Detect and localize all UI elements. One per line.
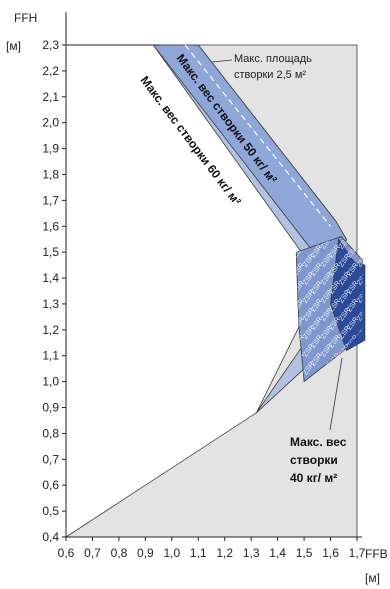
y-tick-label: 1,2: [42, 323, 59, 337]
y-tick-label: 0,5: [42, 504, 59, 518]
y-tick-label: 2,3: [42, 38, 59, 52]
zsr-pattern-text: ZSR: [292, 334, 306, 349]
y-tick-label: 1,3: [42, 297, 59, 311]
x-tick-label: 0,6: [58, 546, 75, 560]
zsr-pattern-text: ZSR: [356, 325, 370, 340]
chart-regions: [64, 44, 366, 538]
y-tick-label: 2,0: [42, 116, 59, 130]
zsr-pattern-text: ZSR: [328, 226, 342, 241]
x-tick-label: 1,5: [296, 546, 313, 560]
y-tick-label: 0,6: [42, 478, 59, 492]
x-tick-label: 1,7: [349, 546, 366, 560]
weight-40-label-line2: створки: [290, 453, 338, 467]
zsr-pattern-text: ZSR: [364, 370, 378, 385]
x-tick-label: 1,1: [190, 546, 207, 560]
y-axis-label: FFH: [14, 11, 37, 25]
y-tick-label: 0,8: [42, 426, 59, 440]
zsr-pattern-text: ZSR: [356, 253, 370, 268]
zsr-pattern-text: ZSR: [364, 226, 378, 241]
zsr-pattern-text: ZSR: [292, 280, 306, 295]
x-tick-label: 1,2: [216, 546, 233, 560]
max-area-label-line1: Макс. площадь: [234, 53, 312, 65]
region-region-40: [330, 238, 366, 352]
zsr-pattern-text: ZSR: [284, 253, 298, 268]
y-tick-label: 1,9: [42, 142, 59, 156]
y-tick-label: 0,9: [42, 401, 59, 415]
zsr-pattern-text: ZSR: [284, 307, 298, 322]
chart-ticks: 0,4 0,5 0,6 0,7 0,8 0,9 1,0 1,1 1,2 1,3 1,4 1,5 1,6 1…: [42, 38, 365, 560]
x-tick-label: 1,3: [243, 546, 260, 560]
zsr-pattern-text: ZSR: [356, 289, 370, 304]
y-tick-label: 1,6: [42, 219, 59, 233]
zsr-pattern-text: ZSR: [284, 271, 298, 286]
y-tick-label: 1,0: [42, 375, 59, 389]
y-tick-label: 2,1: [42, 90, 59, 104]
y-tick-label: 1,4: [42, 271, 59, 285]
y-axis-unit: [м]: [6, 39, 21, 53]
x-tick-label: 0,7: [84, 546, 101, 560]
zsr-pattern-text: ZSR: [356, 361, 370, 376]
y-tick-label: 0,4: [42, 530, 59, 544]
zsr-pattern-text: ZSR: [292, 316, 306, 331]
zsr-pattern-text: ZSR: [364, 334, 378, 349]
zsr-pattern-text: ZSR: [356, 271, 370, 286]
weight-40-leader: [329, 357, 343, 431]
max-area-label-line2: створки 2,5 м²: [234, 69, 306, 81]
zsr-pattern-text: ZSR: [356, 217, 370, 232]
y-tick-label: 1,1: [42, 349, 59, 363]
y-tick-label: 1,7: [42, 193, 59, 207]
y-tick-label: 2,2: [42, 64, 59, 78]
zsr-pattern-text: ZSR: [364, 262, 378, 277]
chart-axes: [65, 12, 362, 538]
y-tick-label: 1,8: [42, 167, 59, 181]
y-tick-label: 0,7: [42, 452, 59, 466]
x-axis-label: FFB: [365, 547, 388, 561]
zsr-pattern-text: ZSR: [356, 307, 370, 322]
max-area-dashed-line: [184, 44, 332, 227]
x-tick-label: 0,9: [137, 546, 154, 560]
weight-40-label-line1: Макс. вес: [290, 435, 347, 449]
zsr-pattern-text: ZSR: [364, 352, 378, 367]
zsr-pattern-text: ZSR: [292, 244, 306, 259]
zsr-pattern-text: ZSR: [356, 235, 370, 250]
zsr-pattern-text: ZSR: [292, 298, 306, 313]
zsr-pattern-text: ZSR: [364, 280, 378, 295]
zsr-pattern-text: ZSR: [364, 298, 378, 313]
zsr-pattern-text: ZSR: [356, 343, 370, 358]
max-area-leader: [211, 59, 233, 63]
x-tick-label: 1,6: [322, 546, 339, 560]
zsr-pattern-text: ZSR: [364, 244, 378, 259]
zsr-pattern-text: ZSR: [284, 289, 298, 304]
x-tick-label: 1,4: [269, 546, 286, 560]
x-tick-label: 1,0: [163, 546, 180, 560]
zsr-pattern-text: ZSR: [364, 316, 378, 331]
y-tick-label: 1,5: [42, 245, 59, 259]
x-axis-unit: [м]: [365, 571, 380, 585]
x-tick-label: 0,8: [111, 546, 128, 560]
weight-40-label-line3: 40 кг/ м²: [290, 471, 337, 485]
zsr-pattern-text: ZSR: [292, 262, 306, 277]
